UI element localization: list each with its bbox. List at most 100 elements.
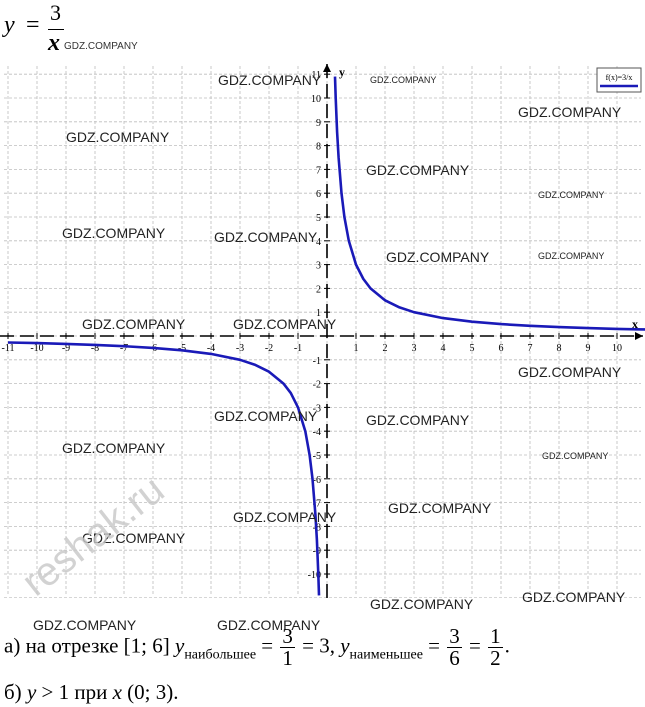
y-tick-label: 7 bbox=[316, 165, 321, 176]
x-tick-label: -4 bbox=[207, 343, 215, 354]
watermark-text: GDZ.COMPANY bbox=[217, 617, 321, 633]
x-tick-label: -1 bbox=[294, 343, 302, 354]
watermark-text: GDZ.COMPANY bbox=[66, 129, 170, 145]
watermark-text: GDZ.COMPANY bbox=[538, 190, 605, 200]
y-tick-label: 3 bbox=[316, 261, 321, 272]
answer-b-y: y bbox=[26, 680, 37, 704]
y-tick-label: -4 bbox=[313, 427, 321, 438]
watermark-text: GDZ.COMPANY bbox=[214, 229, 318, 245]
y-tick-label: -3 bbox=[313, 403, 321, 414]
function-graph: x y -11 -10 -9 -8 -7 -6 -5 -4 -3 -2 -1 1 2 3 4 5 6 7 8 9 10 11 1… bbox=[0, 62, 645, 598]
x-tick-label: -8 bbox=[91, 343, 99, 354]
y-tick-label: 10 bbox=[311, 94, 321, 105]
x-tick-label: 10 bbox=[612, 343, 622, 354]
watermark-text: GDZ.COMPANY bbox=[366, 412, 470, 428]
graph-canvas: xy-11 -10 -9 -8 -7 -6 -5 -4 -3 -2 -1 1 2 3 4 5 6 7 8 9 10111… bbox=[0, 64, 645, 598]
x-tick-label: 9 bbox=[586, 343, 591, 354]
fraction-bar bbox=[48, 29, 64, 30]
x-tick-label: -3 bbox=[236, 343, 244, 354]
watermark-text: GDZ.COMPANY bbox=[33, 617, 137, 633]
y-axis-label: y bbox=[339, 65, 345, 79]
x-tick-label: 6 bbox=[499, 343, 504, 354]
watermark-text: GDZ.COMPANY bbox=[538, 251, 605, 261]
watermark-text: GDZ.COMPANY bbox=[386, 249, 490, 265]
frac-den: 6 bbox=[449, 646, 460, 670]
watermark-text: GDZ.COMPANY bbox=[518, 104, 622, 120]
watermark-text: GDZ.COMPANY bbox=[233, 509, 337, 525]
watermark-text: GDZ.COMPANY bbox=[214, 408, 318, 424]
x-tick-label: -9 bbox=[62, 343, 70, 354]
x-tick-label: -5 bbox=[178, 343, 186, 354]
x-tick-label: 4 bbox=[441, 343, 446, 354]
formula-denominator: x bbox=[48, 30, 60, 56]
watermark-text: GDZ.COMPANY bbox=[64, 41, 138, 52]
legend-box bbox=[596, 67, 642, 93]
curve-branch-2 bbox=[7, 341, 321, 596]
watermark-text: GDZ.COMPANY bbox=[370, 596, 474, 612]
answer-b-x: x bbox=[112, 680, 122, 704]
answer-a-y-min: y bbox=[340, 633, 350, 658]
watermark-text: GDZ.COMPANY bbox=[62, 225, 166, 241]
frac-num: 3 bbox=[280, 624, 295, 648]
watermark-text: GDZ.COMPANY bbox=[82, 530, 186, 546]
formula-equals: = bbox=[26, 12, 40, 38]
watermark-text: GDZ.COMPANY bbox=[518, 364, 622, 380]
legend-label: f(x)=3/x bbox=[606, 73, 633, 82]
watermark-text: GDZ.COMPANY bbox=[62, 440, 166, 456]
y-tick-label: 2 bbox=[316, 284, 321, 295]
answer-a-eq1: = bbox=[261, 633, 274, 658]
answer-a-y-max: y bbox=[174, 633, 185, 658]
y-tick-label: 5 bbox=[316, 213, 321, 224]
x-tick-label: 1 bbox=[354, 343, 359, 354]
answer-a-max-sub: наибольшее bbox=[184, 647, 257, 663]
x-tick-label: 7 bbox=[528, 343, 533, 354]
y-tick-label: 9 bbox=[316, 118, 321, 129]
watermark-text: GDZ.COMPANY bbox=[366, 162, 470, 178]
x-axis-label: x bbox=[632, 317, 638, 331]
x-tick-label: -7 bbox=[120, 343, 128, 354]
answer-a-min-sub: наименьшее bbox=[349, 647, 423, 663]
answer-a-prefix: а) на отрезке bbox=[4, 633, 119, 658]
answer-a-eq2b: = bbox=[469, 633, 481, 658]
watermark-text: GDZ.COMPANY bbox=[233, 316, 337, 332]
function-formula: y = 3 x GDZ.COMPANY bbox=[4, 0, 204, 64]
answer-a-eq1b: = 3, bbox=[302, 633, 335, 658]
y-tick-label: -10 bbox=[308, 570, 321, 581]
y-tick-label: -5 bbox=[313, 451, 321, 462]
x-tick-label: -2 bbox=[265, 343, 273, 354]
answer-a-eq2: = bbox=[428, 633, 440, 658]
y-tick-label: -2 bbox=[313, 380, 321, 391]
watermark-text: GDZ.COMPANY bbox=[388, 500, 492, 516]
y-tick-label: -7 bbox=[313, 499, 321, 510]
frac-den: 1 bbox=[282, 646, 293, 670]
answer-a-interval: [1; 6] bbox=[123, 633, 170, 658]
watermark-text: GDZ.COMPANY bbox=[82, 316, 186, 332]
y-axis-arrow bbox=[323, 64, 331, 72]
x-tick-label: 3 bbox=[412, 343, 417, 354]
x-tick-label: 8 bbox=[557, 343, 562, 354]
y-tick-label: -6 bbox=[313, 475, 321, 486]
x-tick-label: 5 bbox=[470, 343, 475, 354]
x-tick-label: -11 bbox=[2, 343, 15, 354]
x-tick-label: -10 bbox=[30, 343, 43, 354]
frac-num: 1 bbox=[488, 624, 503, 648]
answer-b: б) y > 1 при x (0; 3). bbox=[4, 680, 179, 705]
y-tick-label: 4 bbox=[316, 237, 321, 248]
formula-numerator: 3 bbox=[50, 0, 61, 25]
curve-branch-1 bbox=[333, 76, 645, 331]
frac-den: 2 bbox=[490, 646, 501, 670]
y-tick-label: 1 bbox=[316, 308, 321, 319]
x-axis-arrow bbox=[635, 332, 643, 340]
x-tick-label: 2 bbox=[383, 343, 388, 354]
answer-b-interval: (0; 3). bbox=[127, 680, 179, 704]
watermark-text: GDZ.COMPANY bbox=[370, 75, 437, 85]
y-tick-label: -1 bbox=[313, 356, 321, 367]
y-tick-label: 8 bbox=[316, 142, 321, 153]
answer-a-end: . bbox=[504, 633, 510, 658]
answer-b-prefix: б) bbox=[4, 680, 22, 704]
y-tick-label: 6 bbox=[316, 189, 321, 200]
